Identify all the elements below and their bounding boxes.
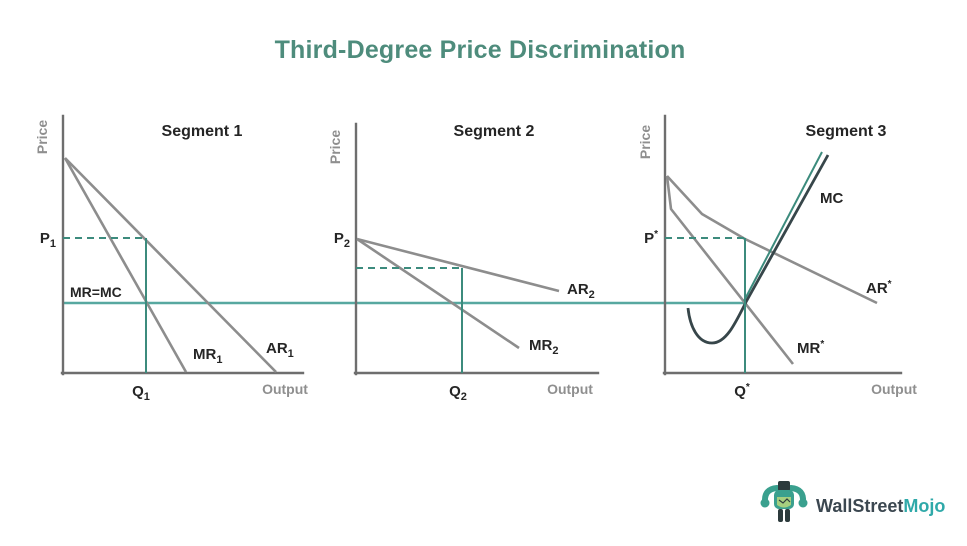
bull-mascot-icon [760,481,808,522]
q-star-label: Q* [734,382,750,400]
mr1-curve [63,157,188,373]
ar2-curve [356,237,560,293]
figure-title: Third-Degree Price Discrimination [275,36,686,64]
price-axis-label-2: Price [327,130,343,164]
segment-2-title: Segment 2 [454,123,535,140]
mc-label: MC [820,190,843,207]
p1-label: P1 [40,230,56,250]
panel-segment-1: Segment 1 Price Output P1 Q1 MR=MC MR1 A… [34,114,308,403]
wallstreetmojo-logo: WallStreetMojo [760,481,945,522]
output-axis-label-1: Output [262,381,308,397]
ar-star-label: AR* [866,279,892,297]
mr1-label: MR1 [193,346,222,366]
p2-label: P2 [334,230,350,250]
output-axis-label-3: Output [871,381,917,397]
ar1-curve [64,157,277,373]
price-axis-label-3: Price [637,125,653,159]
logo-wordmark: WallStreetMojo [816,496,945,516]
q2-label: Q2 [449,383,467,403]
ar-star-curve [666,175,878,305]
mr-star-curve [665,175,795,365]
output-axis-label-2: Output [547,381,593,397]
segment-1-title: Segment 1 [162,123,243,140]
mr2-label: MR2 [529,337,558,357]
mc-curve-teal-highlight [743,151,823,302]
mc-curve [686,154,830,345]
price-axis-label-1: Price [34,120,50,154]
mr-equals-mc-label: MR=MC [70,284,122,300]
segment-3-title: Segment 3 [806,123,887,140]
p-star-label: P* [644,229,658,247]
ar1-label: AR1 [266,340,294,360]
panel-segment-2: Segment 2 Price Output P2 Q2 AR2 MR2 [327,122,600,403]
mr-star-label: MR* [797,339,824,357]
ar2-label: AR2 [567,281,595,301]
mr2-curve [356,237,520,350]
q1-label: Q1 [132,383,150,403]
panel-segment-3: Segment 3 Price Output P* Q* MC AR* MR* [637,114,917,400]
